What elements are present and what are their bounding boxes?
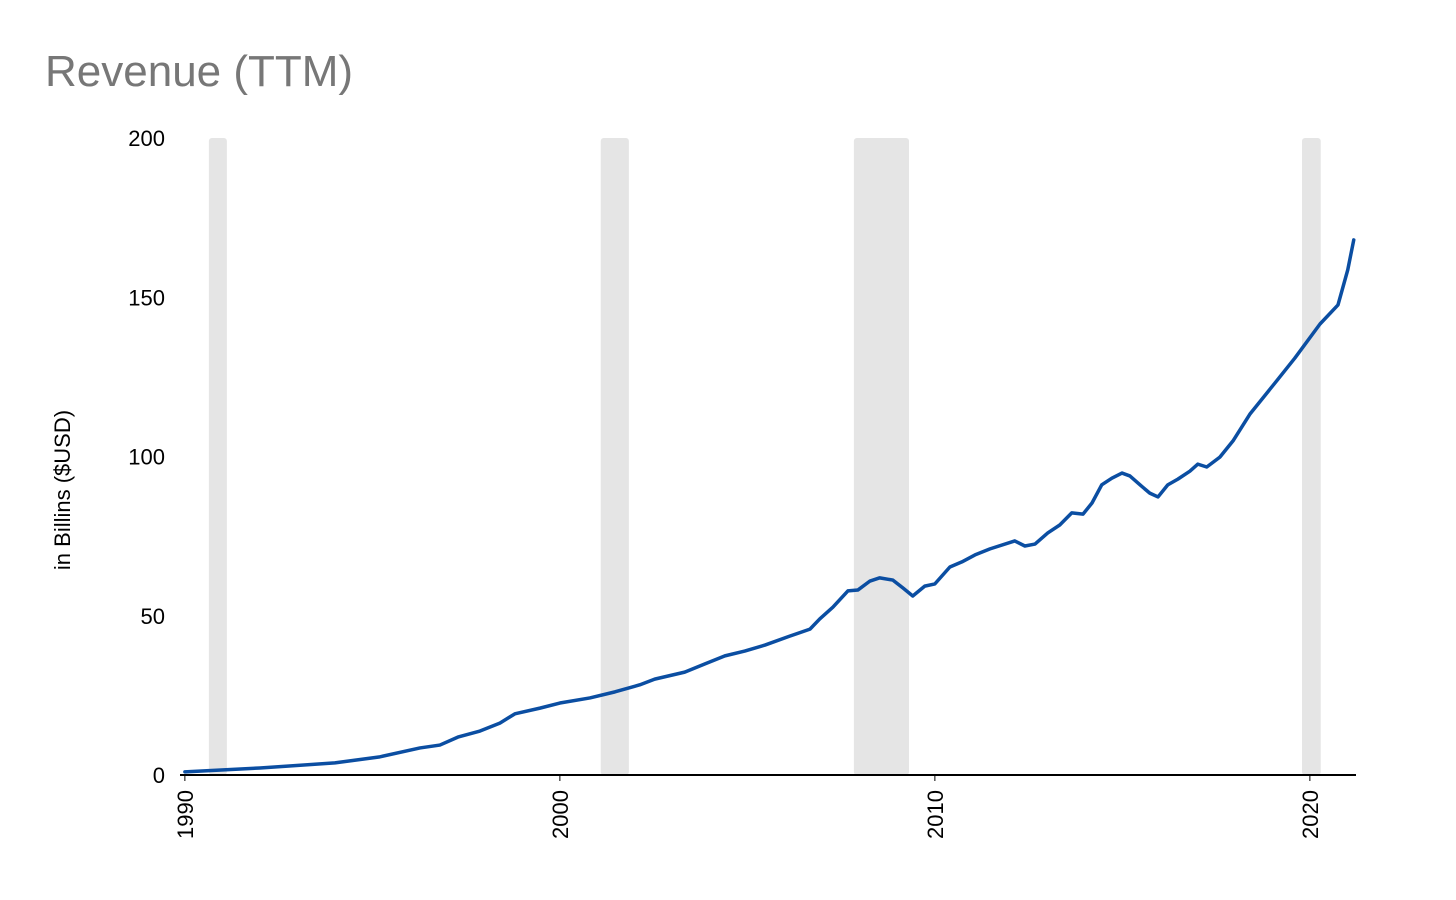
x-tick-label: 2010 — [923, 790, 948, 839]
chart-title: Revenue (TTM) — [45, 47, 353, 96]
y-tick-label: 200 — [128, 126, 165, 151]
y-tick-label: 150 — [128, 285, 165, 310]
y-tick-label: 0 — [153, 763, 165, 788]
revenue-line — [183, 238, 1356, 774]
y-axis-label: in Billins ($USD) — [50, 410, 75, 570]
recession-band — [853, 138, 909, 775]
recession-band — [600, 138, 629, 775]
x-tick-label: 1990 — [173, 790, 198, 839]
recession-band — [1302, 138, 1321, 775]
recession-band — [208, 138, 227, 775]
x-tick-label: 2000 — [548, 790, 573, 839]
y-tick-label: 100 — [128, 445, 165, 470]
y-tick-label: 50 — [141, 604, 165, 629]
x-tick-label: 2020 — [1298, 790, 1323, 839]
